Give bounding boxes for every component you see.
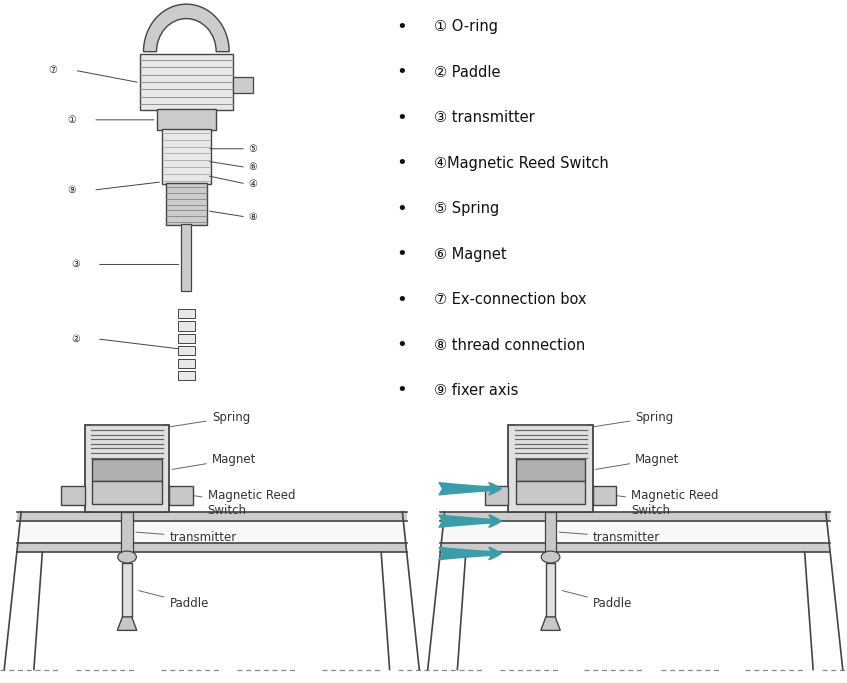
Text: Spring: Spring [130, 410, 250, 433]
Bar [178, 359, 195, 367]
Text: ①: ① [67, 115, 76, 125]
Text: •: • [396, 18, 407, 36]
Bar [440, 512, 830, 521]
Bar [516, 482, 585, 503]
Text: •: • [396, 109, 407, 127]
Bar [162, 129, 211, 184]
Bar [92, 482, 162, 503]
Bar [516, 459, 585, 481]
Text: ⑦ Ex-connection box: ⑦ Ex-connection box [435, 292, 587, 307]
Text: transmitter: transmitter [559, 531, 660, 544]
Bar [546, 563, 556, 617]
Text: Magnet: Magnet [595, 453, 679, 469]
Text: •: • [396, 199, 407, 218]
Circle shape [541, 551, 560, 563]
Text: ② Paddle: ② Paddle [435, 65, 501, 80]
Text: Magnetic Reed
Switch: Magnetic Reed Switch [172, 489, 295, 517]
Bar [178, 371, 195, 380]
Bar [62, 486, 85, 505]
Bar [485, 486, 508, 505]
Bar [440, 521, 830, 543]
Bar [178, 334, 195, 343]
Polygon shape [541, 617, 561, 630]
Text: ⑥ Magnet: ⑥ Magnet [435, 247, 507, 262]
Bar [123, 563, 132, 617]
Text: ④Magnetic Reed Switch: ④Magnetic Reed Switch [435, 156, 609, 171]
Text: ⑧ thread connection: ⑧ thread connection [435, 337, 585, 352]
Text: ⑥: ⑥ [248, 163, 257, 172]
Bar [545, 512, 556, 552]
Bar [169, 486, 193, 505]
Text: •: • [396, 382, 407, 400]
Text: ④: ④ [248, 179, 257, 189]
Text: ⑨: ⑨ [67, 185, 76, 195]
Bar [178, 346, 195, 355]
Text: Paddle: Paddle [139, 591, 208, 610]
Text: ③: ③ [71, 260, 80, 270]
Text: ③ transmitter: ③ transmitter [435, 110, 535, 125]
Text: ⑤: ⑤ [248, 143, 257, 154]
Bar [508, 426, 593, 512]
Text: ⑦: ⑦ [48, 66, 58, 75]
Text: Spring: Spring [553, 410, 673, 433]
Bar [440, 543, 830, 552]
Text: transmitter: transmitter [136, 531, 236, 544]
Bar [157, 109, 216, 130]
Bar [121, 512, 133, 552]
Bar [178, 309, 195, 318]
Text: •: • [396, 245, 407, 263]
Text: •: • [396, 64, 407, 81]
Bar [166, 183, 207, 225]
Text: •: • [396, 336, 407, 354]
Bar [178, 322, 195, 331]
Circle shape [118, 551, 136, 563]
Bar [140, 54, 233, 109]
Bar [17, 521, 407, 543]
Text: Magnet: Magnet [172, 453, 256, 469]
Text: ① O-ring: ① O-ring [435, 19, 498, 34]
Wedge shape [143, 4, 230, 52]
Bar [17, 512, 407, 521]
Text: ⑤ Spring: ⑤ Spring [435, 201, 500, 217]
Text: •: • [396, 290, 407, 309]
Bar [181, 225, 191, 292]
Bar [85, 426, 169, 512]
Text: ②: ② [71, 334, 80, 344]
Text: ⑧: ⑧ [248, 212, 257, 222]
Text: •: • [396, 154, 407, 172]
Bar [233, 77, 253, 93]
Bar [92, 459, 162, 481]
Text: Paddle: Paddle [562, 591, 632, 610]
Text: ⑨ fixer axis: ⑨ fixer axis [435, 383, 518, 398]
Polygon shape [118, 617, 137, 630]
Bar [593, 486, 617, 505]
Bar [17, 543, 407, 552]
Text: Magnetic Reed
Switch: Magnetic Reed Switch [595, 489, 718, 517]
